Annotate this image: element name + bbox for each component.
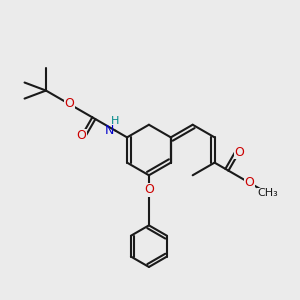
Text: CH₃: CH₃ [257,188,278,198]
Text: N: N [105,124,114,137]
Text: O: O [244,176,254,189]
Text: O: O [64,98,74,110]
Text: O: O [234,146,244,159]
Text: H: H [111,116,120,126]
Text: O: O [144,184,154,196]
Text: O: O [77,129,86,142]
